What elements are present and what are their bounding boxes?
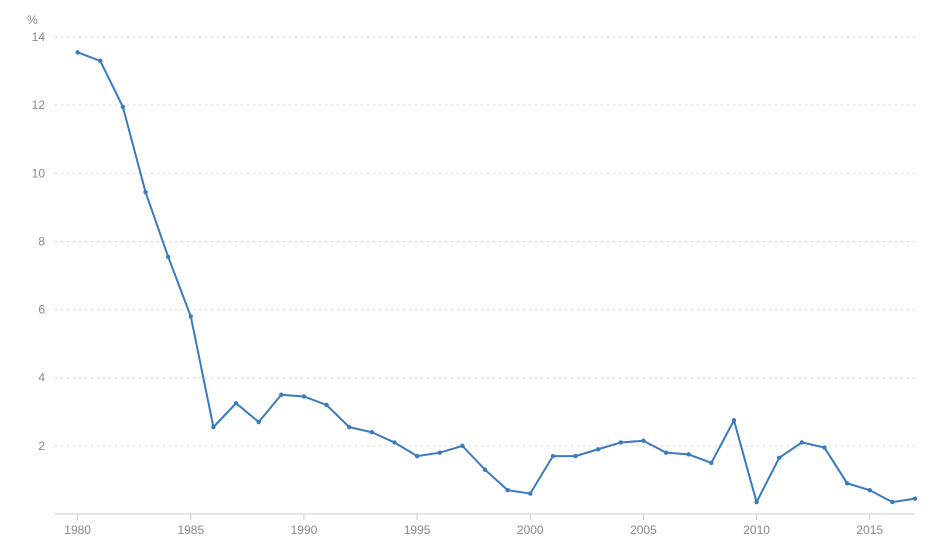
x-tick-label: 1985 (177, 523, 204, 537)
data-point (75, 50, 79, 54)
y-axis-unit-label: % (27, 13, 38, 27)
x-tick-label: 1980 (64, 523, 91, 537)
data-point (98, 59, 102, 63)
data-point (415, 454, 419, 458)
x-tick-label: 2015 (856, 523, 883, 537)
data-point (777, 456, 781, 460)
data-point (256, 420, 260, 424)
x-tick-label: 1995 (404, 523, 431, 537)
y-tick-label: 14 (32, 30, 46, 44)
data-point (211, 425, 215, 429)
data-point (573, 454, 577, 458)
chart-canvas: 2 4 6 8 10 12 14 1980 1985 1990 1995 2000 2005 2010 20… (0, 0, 935, 554)
data-point (890, 500, 894, 504)
data-point (279, 393, 283, 397)
data-point (483, 468, 487, 472)
data-point (392, 440, 396, 444)
data-point (302, 394, 306, 398)
data-point (800, 440, 804, 444)
data-point (868, 488, 872, 492)
data-point (370, 430, 374, 434)
data-point (619, 440, 623, 444)
data-point (596, 447, 600, 451)
data-point (664, 450, 668, 454)
data-point (505, 488, 509, 492)
y-tick-label: 8 (38, 234, 45, 248)
data-point (324, 403, 328, 407)
data-point (709, 461, 713, 465)
data-point (686, 452, 690, 456)
data-point (347, 425, 351, 429)
data-point (460, 444, 464, 448)
y-tick-label: 2 (38, 439, 45, 453)
data-point (732, 418, 736, 422)
x-tick-label: 2005 (630, 523, 657, 537)
data-point (551, 454, 555, 458)
series-line (78, 52, 915, 502)
x-tick-label: 2000 (517, 523, 544, 537)
data-point (166, 255, 170, 259)
y-tick-label: 12 (32, 98, 46, 112)
data-point (143, 190, 147, 194)
x-tick-label: 1990 (291, 523, 318, 537)
data-point (641, 439, 645, 443)
data-point (189, 314, 193, 318)
data-point (845, 481, 849, 485)
data-point (121, 105, 125, 109)
y-tick-label: 10 (32, 166, 46, 180)
data-point (913, 496, 917, 500)
y-tick-label: 6 (38, 303, 45, 317)
data-point (438, 450, 442, 454)
y-tick-label: 4 (38, 371, 45, 385)
x-tick-label: 2010 (743, 523, 770, 537)
line-chart: 2 4 6 8 10 12 14 1980 1985 1990 1995 2000 2005 2010 20… (0, 0, 935, 554)
data-point (234, 401, 238, 405)
data-point (754, 500, 758, 504)
data-point (528, 491, 532, 495)
data-point (822, 445, 826, 449)
